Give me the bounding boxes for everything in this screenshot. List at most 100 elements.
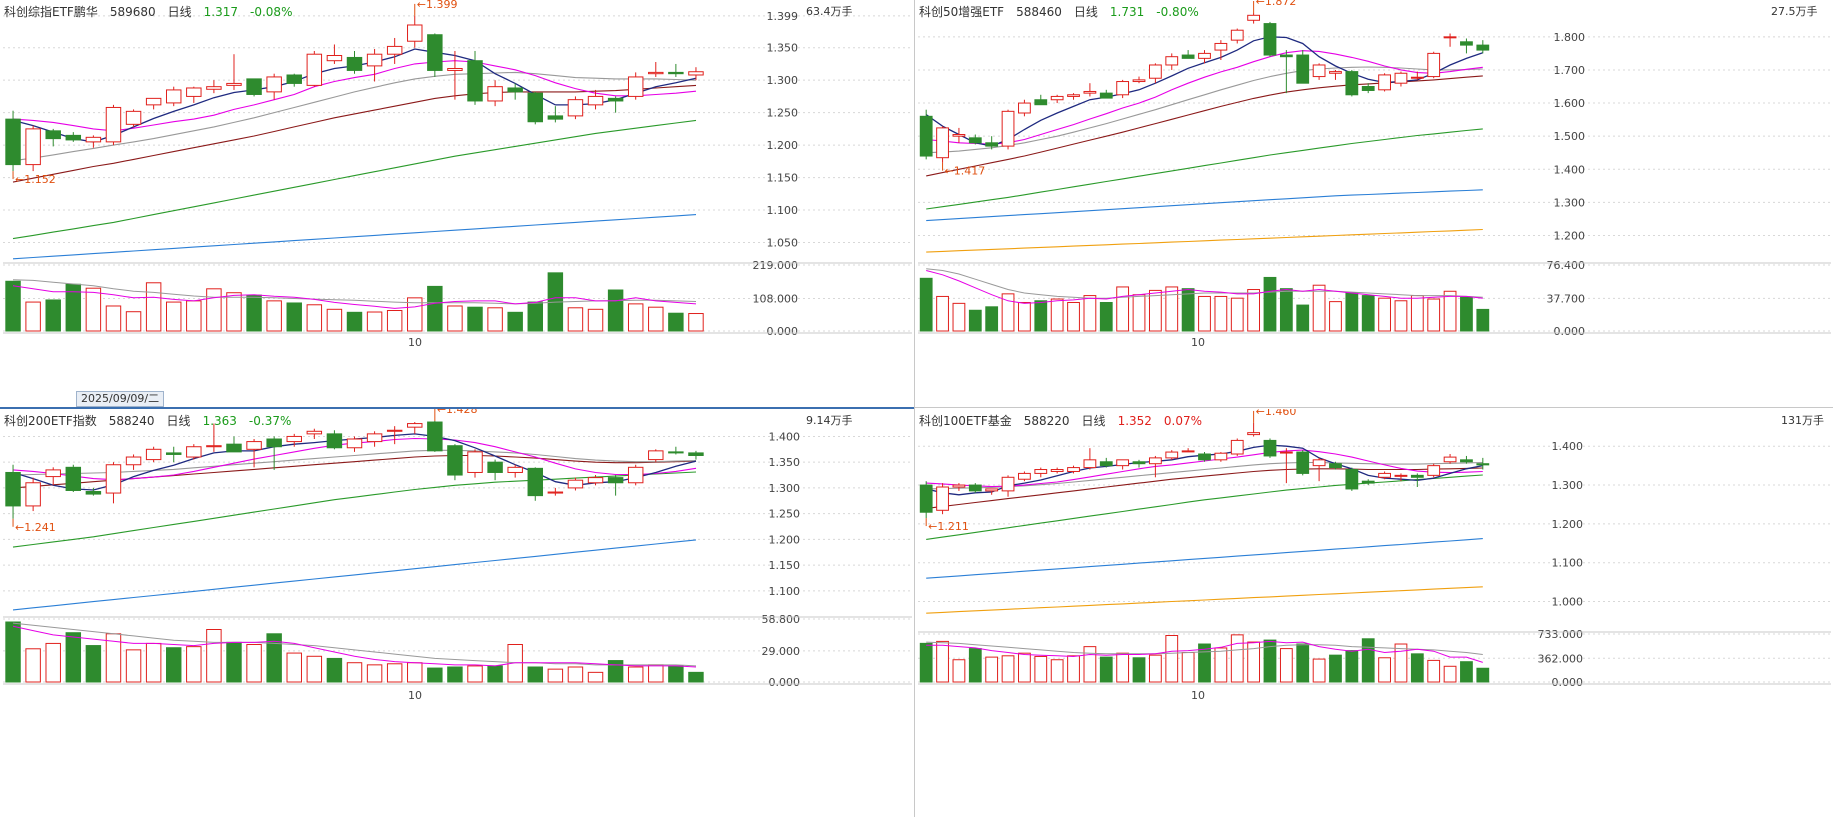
candle-up — [1148, 457, 1162, 465]
volume-bar — [306, 304, 323, 332]
volume-bar — [165, 647, 182, 683]
candle-down — [668, 451, 684, 454]
fund-code: 589680 — [109, 5, 156, 19]
kline-chart-svg[interactable]: 1.399 1.350 1.300 1.250 1.200 1.150 1.100 1.050… — [0, 0, 914, 407]
price-tick-label: 1.250 — [767, 107, 799, 120]
candle-up — [936, 486, 949, 511]
volume-bar — [1329, 301, 1342, 332]
candle-up — [1247, 14, 1261, 21]
candle-up — [165, 89, 182, 104]
period-label: 日线 — [1081, 414, 1106, 428]
volume-total: 27.5万手 — [1771, 5, 1818, 18]
volume-bar — [25, 648, 41, 683]
change-percent: -0.37% — [248, 414, 292, 428]
candle-up — [1067, 94, 1080, 97]
volume-tick-label: 219.000 — [753, 259, 799, 272]
candle-up — [145, 97, 162, 106]
volume-tick-label: 58.800 — [762, 613, 801, 626]
candle-up — [1116, 81, 1130, 96]
volume-bar — [1296, 643, 1310, 683]
candle-down — [507, 87, 523, 93]
candle-down — [1410, 474, 1424, 478]
volume-bar — [386, 310, 403, 332]
candle-down — [5, 471, 21, 507]
candle-down — [527, 467, 544, 497]
candle-up — [1394, 72, 1408, 84]
volume-bar — [1034, 655, 1048, 683]
ma30-line — [12, 84, 697, 183]
period-label: 日线 — [1073, 5, 1098, 19]
ma120-line — [12, 539, 697, 611]
volume-bar — [1410, 295, 1424, 332]
volume-bar — [1427, 659, 1441, 683]
volume-bar — [936, 640, 949, 683]
volume-bar — [306, 655, 323, 683]
volume-bar — [1345, 292, 1359, 332]
volume-bar — [1198, 295, 1211, 332]
volume-tick-label: 29.000 — [762, 645, 801, 658]
change-percent: -0.08% — [250, 5, 293, 19]
chart-panel-kechuang100[interactable]: 1.400 1.300 1.200 1.100 1.000 733.000 362.000 0… — [915, 409, 1833, 817]
panel-header: 科创200ETF指数 588240 日线 1.363 -0.37% — [4, 412, 303, 428]
candle-up — [1247, 432, 1261, 436]
volume-bar — [427, 667, 443, 683]
volume-bar — [936, 295, 949, 332]
volume-total: 131万手 — [1781, 414, 1824, 427]
volume-bar — [1279, 648, 1293, 683]
chart-panel-kechuang-composite[interactable]: 1.399 1.350 1.300 1.250 1.200 1.150 1.100 1.050… — [0, 0, 914, 407]
volume-bar — [985, 656, 999, 683]
candle-up — [587, 477, 604, 484]
volume-bar — [1214, 647, 1228, 683]
kline-chart-svg[interactable]: 1.400 1.300 1.200 1.100 1.000 733.000 362.000 0… — [915, 409, 1833, 817]
volume-bar — [125, 311, 142, 332]
candle-up — [1378, 74, 1391, 91]
volume-bar — [1181, 288, 1195, 332]
volume-bar — [206, 288, 222, 332]
crosshair-date-label: 2025/09/09/二 — [76, 391, 165, 407]
chart-panel-kechuang50-enhanced[interactable]: 1.800 1.700 1.600 1.500 1.400 1.300 1.200 76.40… — [915, 0, 1833, 407]
volume-total: 9.14万手 — [806, 414, 853, 427]
volume-bar — [527, 666, 544, 683]
volume-ma10-line — [926, 268, 1483, 299]
candle-up — [1116, 459, 1130, 467]
candle-up — [1018, 102, 1031, 114]
candle-up — [346, 438, 363, 449]
candle-down — [1460, 459, 1473, 463]
low-price-label: ←1.241 — [15, 521, 56, 534]
candle-up — [105, 464, 122, 494]
volume-bar — [1443, 290, 1457, 332]
candle-up — [1198, 52, 1211, 59]
kline-chart-svg[interactable]: 1.400 1.350 1.300 1.250 1.200 1.150 1.100 58.80… — [0, 409, 914, 817]
candle-up — [952, 134, 966, 137]
volume-bar — [1443, 665, 1457, 683]
volume-bar — [487, 665, 503, 683]
volume-bar — [1116, 652, 1130, 683]
kline-chart-svg[interactable]: 1.800 1.700 1.600 1.500 1.400 1.300 1.200 76.40… — [915, 0, 1833, 407]
candle-up — [366, 53, 383, 67]
candle-down — [165, 452, 182, 455]
candle-up — [1410, 76, 1424, 79]
price-tick-label: 1.300 — [1554, 196, 1586, 209]
volume-bar — [447, 666, 463, 683]
volume-bar — [326, 657, 343, 683]
price-tick-label: 1.000 — [1552, 596, 1584, 609]
volume-bar — [1476, 308, 1490, 332]
panel-divider-horizontal — [0, 407, 1833, 408]
candle-up — [306, 53, 323, 86]
price-tick-label: 1.350 — [769, 456, 801, 469]
volume-tick-label: 108.000 — [753, 292, 799, 305]
volume-bar — [648, 664, 664, 683]
candle-down — [226, 443, 242, 453]
volume-bar — [688, 671, 704, 683]
volume-bar — [1410, 653, 1424, 683]
volume-bar — [1476, 667, 1490, 683]
volume-bar — [668, 312, 684, 332]
candle-down — [1263, 23, 1277, 56]
x-month-label: 10 — [408, 336, 422, 349]
volume-bar — [45, 642, 61, 683]
ma250-line — [926, 228, 1483, 253]
volume-bar — [1083, 295, 1097, 332]
chart-panel-kechuang200[interactable]: 1.400 1.350 1.300 1.250 1.200 1.150 1.100 58.80… — [0, 409, 914, 817]
volume-tick-label: 733.000 — [1538, 628, 1584, 641]
volume-bar — [1361, 638, 1375, 683]
